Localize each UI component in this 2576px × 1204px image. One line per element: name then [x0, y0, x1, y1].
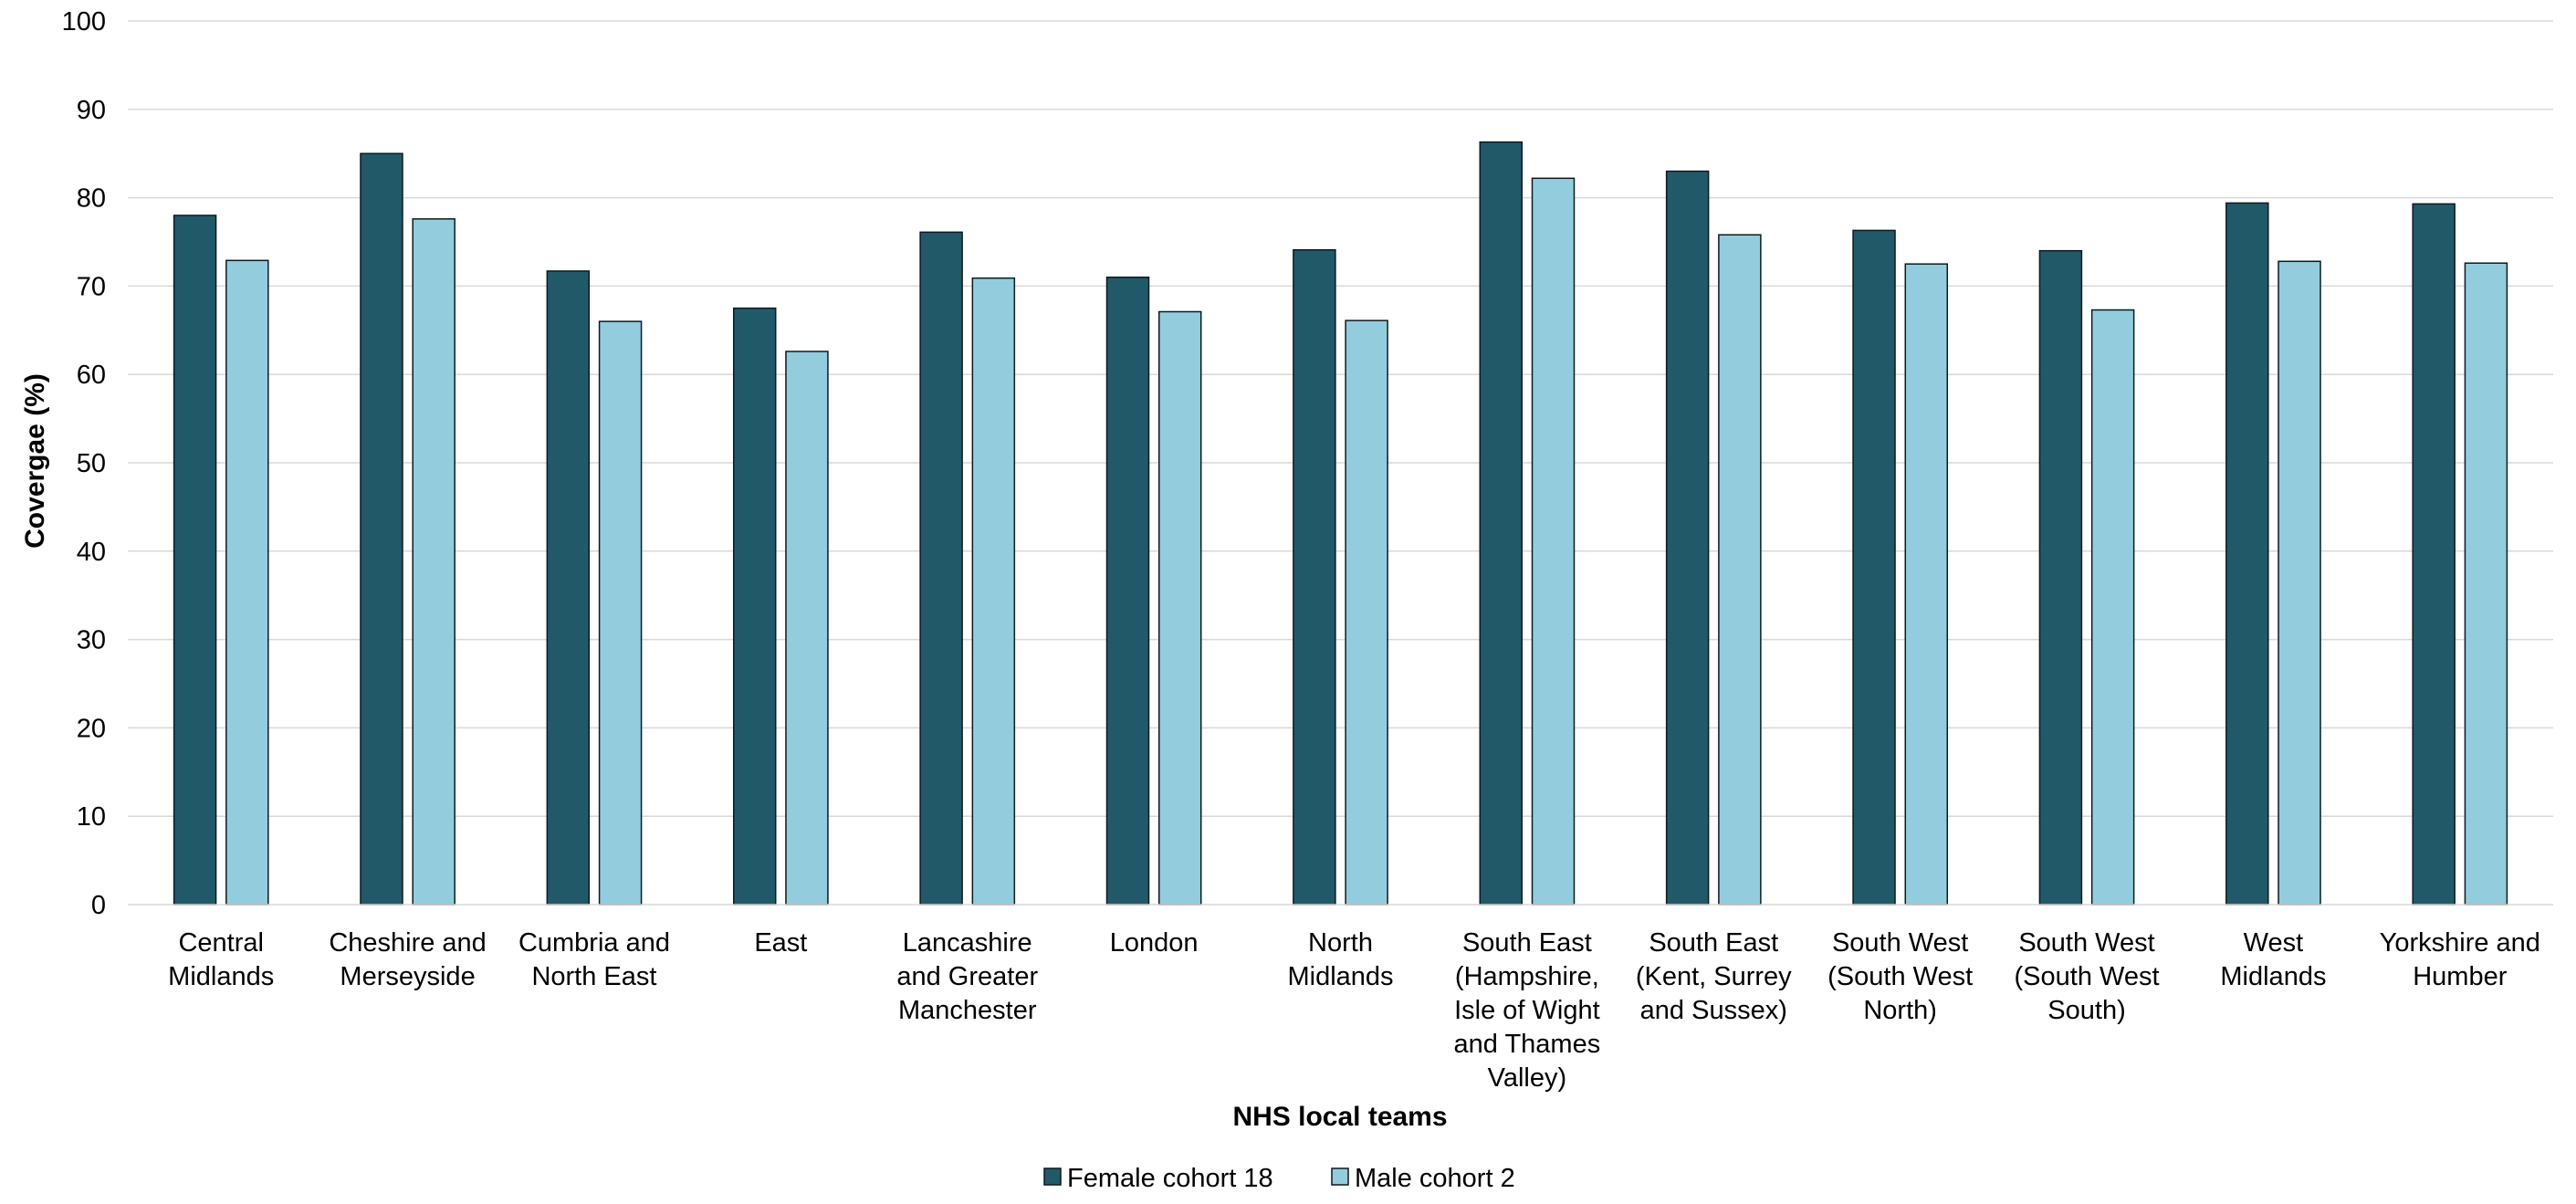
x-category-label-line: South East: [1649, 928, 1778, 958]
bar-female-cohort-18: [546, 270, 591, 906]
bar-male-cohort-2: [1157, 310, 1202, 906]
bar-female-cohort-18: [919, 231, 963, 906]
x-category-label-line: South East: [1462, 928, 1592, 958]
x-category-label-line: Midlands: [1287, 962, 1393, 991]
x-category-label: East: [754, 928, 807, 958]
x-category-label: Central Midlands: [168, 928, 274, 991]
bars: [173, 141, 2508, 906]
bar-female-cohort-18: [1105, 276, 1150, 906]
y-tick-label: 30: [77, 626, 106, 655]
x-category-label-line: South West: [1832, 928, 1968, 958]
x-category-label-line: and Thames: [1454, 1030, 1601, 1059]
y-tick-label: 90: [77, 96, 106, 125]
y-tick-label: 60: [77, 361, 106, 390]
bar-male-cohort-2: [2464, 262, 2508, 906]
bar-male-cohort-2: [785, 351, 829, 906]
bar-male-cohort-2: [598, 320, 643, 906]
x-category-label: Yorkshire and Humber: [2380, 928, 2540, 991]
bar-female-cohort-18: [2412, 203, 2456, 906]
bar-male-cohort-2: [1531, 177, 1576, 906]
y-tick-label: 20: [77, 714, 106, 743]
x-category-label: Cheshire and Merseyside: [329, 928, 487, 991]
x-category-label: West Midlands: [2220, 928, 2326, 991]
x-axis-title: NHS local teams: [1232, 1102, 1447, 1132]
y-tick-label: 70: [77, 272, 106, 301]
x-category-label-line: Lancashire: [903, 928, 1032, 958]
bar-female-cohort-18: [2038, 249, 2083, 906]
y-tick-label: 10: [77, 802, 106, 832]
x-category-label-line: North East: [531, 962, 656, 991]
bar-female-cohort-18: [1479, 141, 1524, 906]
y-tick-label: 40: [77, 538, 106, 567]
x-category-label: Lancashire and Greater Manchester: [896, 928, 1038, 1025]
x-category-label: South East (Kent, Surrey and Sussex): [1636, 928, 1792, 1025]
x-category-label: Cumbria and North East: [518, 928, 670, 991]
x-category-label-line: (South West: [2015, 962, 2160, 991]
legend-swatch: [1331, 1167, 1349, 1186]
x-category-label-line: North: [1308, 928, 1373, 958]
x-axis-category-labels: Central Midlands Cheshire and Merseyside Cum…: [168, 928, 2540, 1093]
x-category-label: South East (Hampshire, Isle of Wight and Th…: [1454, 928, 1601, 1093]
bar-male-cohort-2: [971, 277, 1016, 906]
legend: Female cohort 18 Male cohort 2: [1043, 1164, 1515, 1193]
x-category-label-line: East: [754, 928, 807, 958]
x-category-label-line: North): [1863, 996, 1937, 1025]
bar-female-cohort-18: [732, 307, 777, 906]
y-tick-label: 50: [77, 449, 106, 478]
bar-female-cohort-18: [173, 215, 217, 906]
bar-male-cohort-2: [2090, 309, 2135, 906]
bar-male-cohort-2: [1904, 263, 1949, 906]
x-category-label-line: Manchester: [898, 996, 1037, 1025]
y-tick-label: 100: [62, 7, 106, 37]
legend-swatch: [1043, 1167, 1062, 1186]
y-tick-label: 80: [77, 184, 106, 214]
bar-male-cohort-2: [1345, 319, 1388, 906]
x-category-label: North Midlands: [1287, 928, 1393, 991]
x-category-label-line: Cumbria and: [518, 928, 670, 958]
x-category-label-line: London: [1110, 928, 1199, 958]
x-category-label-line: (Hampshire,: [1455, 962, 1599, 991]
x-category-label-line: Isle of Wight: [1454, 996, 1600, 1025]
x-category-label: South West (South West South): [2015, 928, 2160, 1025]
x-category-label-line: South): [2047, 996, 2125, 1025]
legend-label: Male cohort 2: [1355, 1164, 1515, 1193]
bar-male-cohort-2: [1718, 234, 1762, 906]
x-category-label-line: Valley): [1488, 1063, 1567, 1093]
bar-male-cohort-2: [2278, 260, 2321, 906]
x-category-label-line: South West: [2018, 928, 2154, 958]
bar-male-cohort-2: [225, 259, 269, 906]
y-axis-tick-labels: 0 10 20 30 40 50 60 70 80 90 100: [62, 7, 106, 920]
bar-female-cohort-18: [360, 152, 403, 906]
x-category-label-line: Midlands: [168, 962, 274, 991]
y-tick-label: 0: [91, 891, 106, 920]
bar-female-cohort-18: [1293, 248, 1336, 906]
x-category-label-line: Cheshire and: [329, 928, 487, 958]
x-category-label-line: (Kent, Surrey: [1636, 962, 1792, 991]
x-category-label-line: (South West: [1827, 962, 1973, 991]
legend-label: Female cohort 18: [1067, 1164, 1273, 1193]
bar-male-cohort-2: [412, 218, 456, 906]
x-category-label: London: [1110, 928, 1199, 958]
x-category-label-line: Merseyside: [340, 962, 475, 991]
bar-female-cohort-18: [2225, 202, 2269, 906]
x-category-label-line: Central: [178, 928, 264, 958]
bar-female-cohort-18: [1665, 170, 1710, 906]
x-category-label-line: and Greater: [896, 962, 1038, 991]
x-category-label-line: Midlands: [2220, 962, 2326, 991]
y-axis-title: Covergae (%): [20, 373, 50, 549]
x-category-label: South West (South West North): [1827, 928, 1973, 1025]
x-category-label-line: Humber: [2413, 962, 2507, 991]
x-category-label-line: Yorkshire and: [2380, 928, 2540, 958]
gridlines: [128, 20, 2553, 817]
bar-female-cohort-18: [1852, 229, 1896, 906]
x-category-label-line: West: [2244, 928, 2304, 958]
x-category-label-line: and Sussex): [1640, 996, 1787, 1025]
